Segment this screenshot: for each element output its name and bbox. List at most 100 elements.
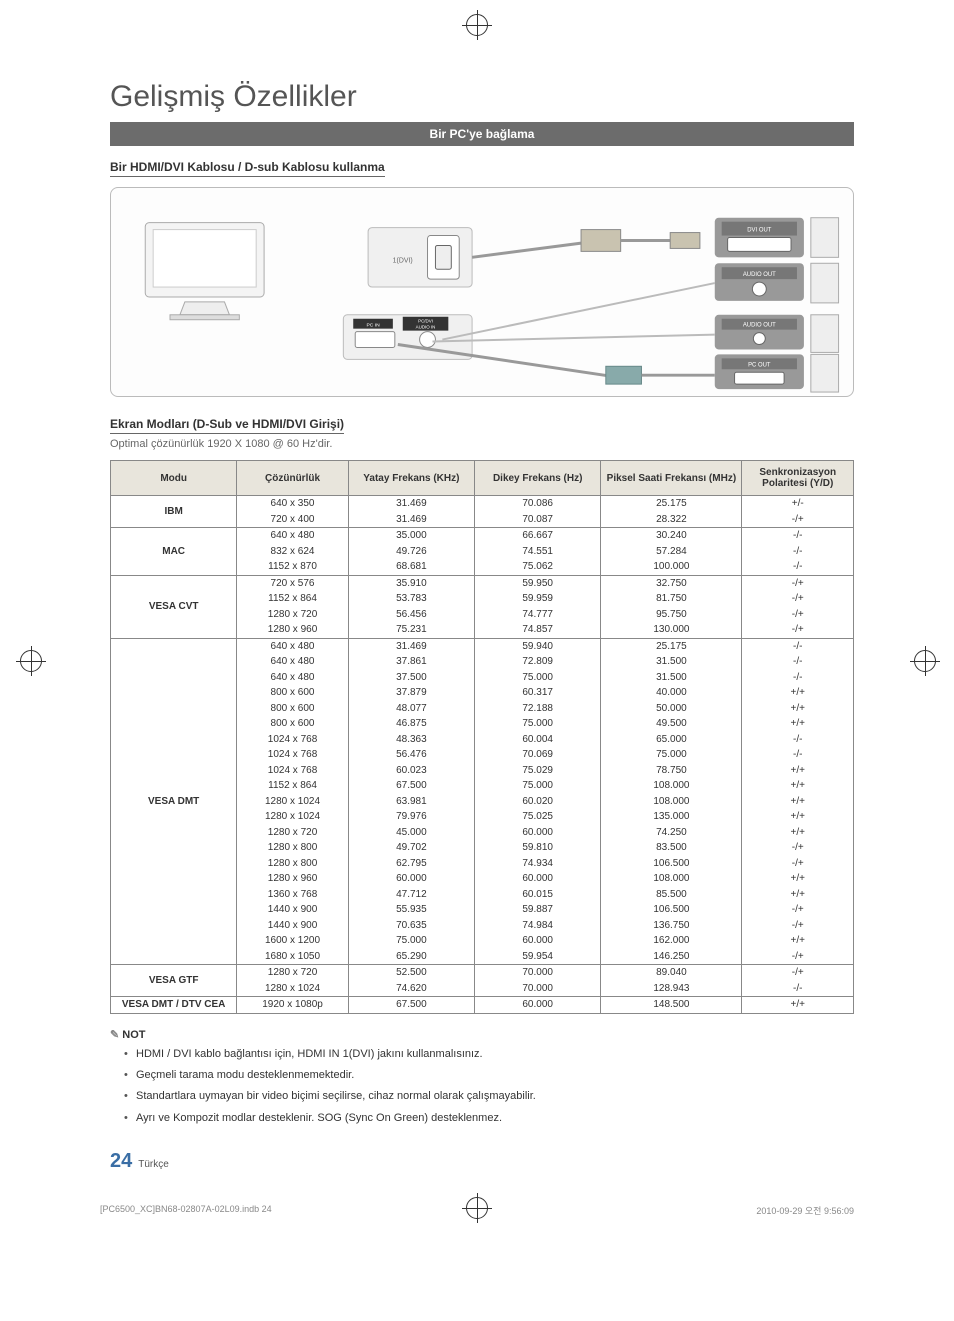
footer-timestamp: 2010-09-29 오전 9:56:09 xyxy=(756,1204,854,1217)
table-cell: 75.025 xyxy=(475,809,601,825)
table-row: MAC640 x 48035.00066.66730.240-/- xyxy=(111,528,854,544)
table-cell: 56.456 xyxy=(348,607,474,623)
table-header: Yatay Frekans (KHz) xyxy=(348,461,474,496)
table-cell: +/+ xyxy=(742,887,854,903)
table-cell: 1152 x 864 xyxy=(237,591,348,607)
table-cell: 1920 x 1080p xyxy=(237,997,348,1014)
page-number: 24 xyxy=(110,1150,132,1173)
table-cell: 25.175 xyxy=(601,496,742,512)
table-cell: 66.667 xyxy=(475,528,601,544)
table-cell: 800 x 600 xyxy=(237,716,348,732)
note-item: Ayrı ve Kompozit modlar desteklenir. SOG… xyxy=(136,1111,854,1126)
table-cell: 832 x 624 xyxy=(237,544,348,560)
table-cell: 1280 x 800 xyxy=(237,840,348,856)
table-cell: 70.000 xyxy=(475,981,601,997)
pc-tower-icon xyxy=(811,218,839,392)
table-cell: -/+ xyxy=(742,949,854,965)
table-cell: -/- xyxy=(742,528,854,544)
table-cell: 50.000 xyxy=(601,701,742,717)
mode-cell: MAC xyxy=(111,528,237,576)
diagram-label-hdmi: 1(DVI) xyxy=(393,257,413,264)
table-cell: 31.500 xyxy=(601,654,742,670)
table-cell: 59.887 xyxy=(475,902,601,918)
table-cell: 1600 x 1200 xyxy=(237,933,348,949)
table-cell: 70.069 xyxy=(475,747,601,763)
table-cell: +/+ xyxy=(742,997,854,1014)
mode-cell: VESA DMT / DTV CEA xyxy=(111,997,237,1014)
table-cell: 75.231 xyxy=(348,622,474,638)
table-cell: 47.712 xyxy=(348,887,474,903)
notes-block: NOT HDMI / DVI kablo bağlantısı için, HD… xyxy=(110,1028,854,1127)
table-cell: -/+ xyxy=(742,607,854,623)
table-row: VESA CVT720 x 57635.91059.95032.750-/+ xyxy=(111,575,854,591)
table-cell: 45.000 xyxy=(348,825,474,841)
table-cell: +/+ xyxy=(742,778,854,794)
table-cell: 74.250 xyxy=(601,825,742,841)
table-cell: 74.934 xyxy=(475,856,601,872)
table-cell: 70.087 xyxy=(475,512,601,528)
table-cell: 1280 x 960 xyxy=(237,871,348,887)
table-cell: 65.290 xyxy=(348,949,474,965)
table-header: Senkronizasyon Polaritesi (Y/D) xyxy=(742,461,854,496)
table-cell: 146.250 xyxy=(601,949,742,965)
table-cell: 60.000 xyxy=(475,997,601,1014)
table-cell: -/+ xyxy=(742,918,854,934)
table-cell: -/- xyxy=(742,670,854,686)
table-cell: 37.500 xyxy=(348,670,474,686)
table-cell: 75.000 xyxy=(348,933,474,949)
table-cell: 59.959 xyxy=(475,591,601,607)
table-cell: -/+ xyxy=(742,575,854,591)
table-cell: 74.620 xyxy=(348,981,474,997)
table-cell: 55.935 xyxy=(348,902,474,918)
mode-cell: VESA DMT xyxy=(111,638,237,965)
table-cell: -/- xyxy=(742,654,854,670)
table-cell: -/+ xyxy=(742,622,854,638)
table-cell: -/+ xyxy=(742,902,854,918)
table-cell: 31.469 xyxy=(348,496,474,512)
table-cell: -/- xyxy=(742,544,854,560)
note-label: NOT xyxy=(110,1028,854,1041)
table-cell: 35.910 xyxy=(348,575,474,591)
table-cell: 60.000 xyxy=(348,871,474,887)
table-cell: 59.940 xyxy=(475,638,601,654)
table-cell: +/+ xyxy=(742,701,854,717)
table-cell: 56.476 xyxy=(348,747,474,763)
table-header: Piksel Saati Frekansı (MHz) xyxy=(601,461,742,496)
table-cell: 60.000 xyxy=(475,825,601,841)
table-cell: -/+ xyxy=(742,591,854,607)
table-cell: 1280 x 1024 xyxy=(237,981,348,997)
table-cell: 95.750 xyxy=(601,607,742,623)
diagram-label-dviout: DVI OUT xyxy=(747,228,771,234)
table-cell: 106.500 xyxy=(601,902,742,918)
table-cell: 59.810 xyxy=(475,840,601,856)
table-cell: -/- xyxy=(742,559,854,575)
table-cell: 52.500 xyxy=(348,965,474,981)
table-cell: 1280 x 800 xyxy=(237,856,348,872)
table-cell: 40.000 xyxy=(601,685,742,701)
table-cell: 78.750 xyxy=(601,763,742,779)
table-cell: 67.500 xyxy=(348,778,474,794)
table-cell: 1440 x 900 xyxy=(237,918,348,934)
display-modes-table: ModuÇözünürlükYatay Frekans (KHz)Dikey F… xyxy=(110,460,854,1014)
table-row: VESA DMT640 x 48031.46959.94025.175-/- xyxy=(111,638,854,654)
table-cell: 32.750 xyxy=(601,575,742,591)
mode-cell: IBM xyxy=(111,496,237,528)
table-cell: -/- xyxy=(742,981,854,997)
table-cell: 800 x 600 xyxy=(237,685,348,701)
table-cell: 60.015 xyxy=(475,887,601,903)
table-cell: 1280 x 960 xyxy=(237,622,348,638)
table-cell: 49.702 xyxy=(348,840,474,856)
table-cell: 640 x 480 xyxy=(237,528,348,544)
table-cell: 1280 x 1024 xyxy=(237,794,348,810)
table-cell: -/- xyxy=(742,638,854,654)
table-cell: 74.551 xyxy=(475,544,601,560)
table-cell: 70.086 xyxy=(475,496,601,512)
table-cell: 720 x 400 xyxy=(237,512,348,528)
table-cell: 37.861 xyxy=(348,654,474,670)
table-cell: 28.322 xyxy=(601,512,742,528)
table-cell: 75.029 xyxy=(475,763,601,779)
table-cell: 75.000 xyxy=(475,778,601,794)
table-cell: 130.000 xyxy=(601,622,742,638)
note-item: HDMI / DVI kablo bağlantısı için, HDMI I… xyxy=(136,1047,854,1062)
table-cell: 49.726 xyxy=(348,544,474,560)
